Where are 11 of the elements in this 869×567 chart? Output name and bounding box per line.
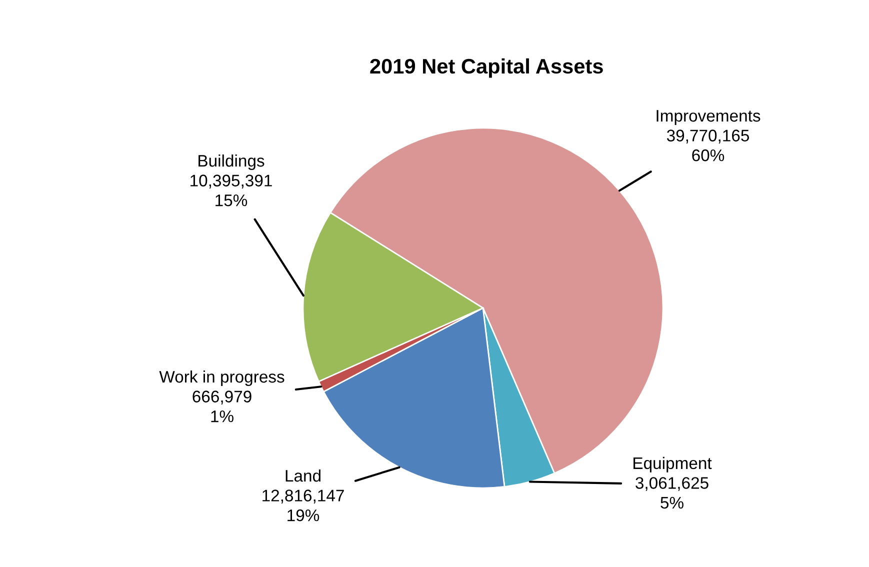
data-label: 10,395,391 15% [190,174,272,206]
data-label: 12,816,147 19% [262,490,344,522]
data-label: 3,061,625 5% [636,477,708,509]
slice-label: Equipment [634,456,712,472]
slice-label: Buildings [198,154,264,170]
slice-label: Land [286,469,320,482]
chart-title: 2019 Net Capital Assets [370,58,603,78]
slice-label: Improvements [656,110,760,126]
slice-label: Work in progress [159,370,284,386]
data-label: 666,979 1% [192,390,252,422]
data-label: 39,770,165 60% [666,130,750,162]
